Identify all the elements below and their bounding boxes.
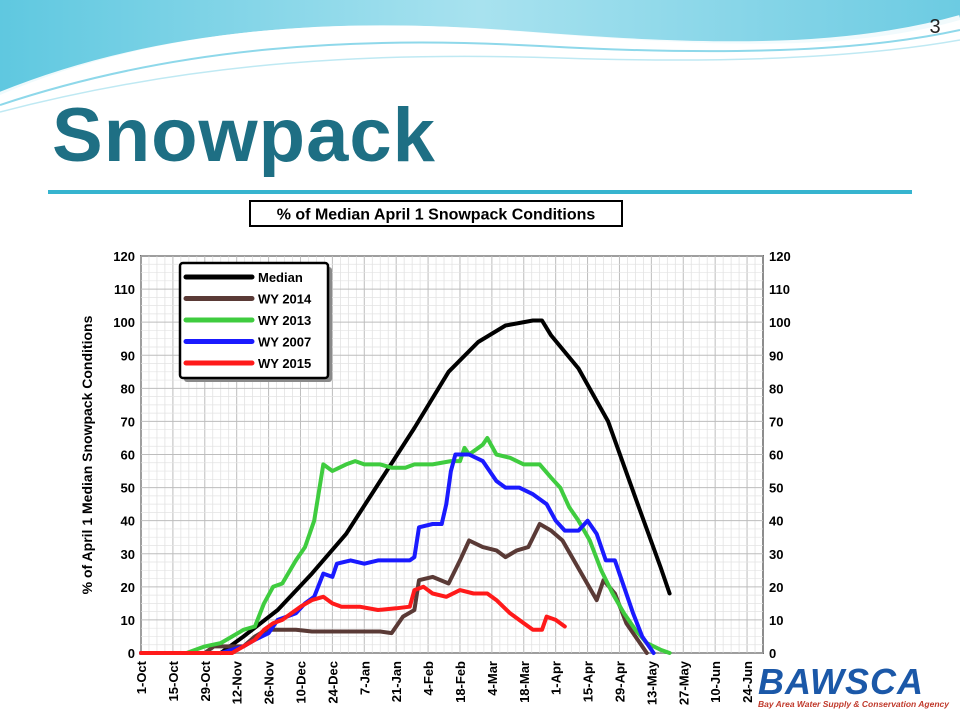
y-tick-label-right: 40 [769,514,783,529]
y-tick-label-right: 30 [769,547,783,562]
x-tick-label: 15-Oct [166,660,181,701]
x-tick-label: 21-Jan [389,661,404,702]
legend-label: WY 2015 [258,356,311,371]
series-line-wy-2013 [139,436,672,655]
x-tick-label: 1-Oct [134,660,149,694]
x-tick-label: 27-May [676,660,691,705]
series-line-median [218,318,672,655]
y-tick-label-right: 10 [769,613,783,628]
y-tick-label-left: 50 [121,481,135,496]
y-tick-label-left: 10 [121,613,135,628]
y-tick-label-left: 60 [121,448,135,463]
x-tick-label: 29-Apr [612,661,627,702]
legend-label: WY 2014 [258,292,312,307]
y-tick-label-right: 20 [769,580,783,595]
logo-wordmark: BAWSCA [758,661,924,702]
y-tick-label-right: 100 [769,315,791,330]
series-line-wy-2014 [139,522,649,655]
y-tick-label-left: 30 [121,547,135,562]
x-tick-label: 29-Oct [198,660,213,701]
y-tick-label-left: 120 [113,249,135,264]
y-tick-label-left: 0 [128,646,135,661]
slide-title: Snowpack [52,93,436,178]
y-tick-label-left: 110 [114,282,135,297]
y-tick-label-left: 40 [121,514,135,529]
legend: Median WY 2014 WY 2013 WY 2007 WY 2015 [178,261,332,382]
y-tick-label-left: 100 [113,315,135,330]
x-tick-label: 18-Mar [517,661,532,703]
logo-tagline: Bay Area Water Supply & Conservation Age… [758,699,949,709]
x-tick-label: 24-Dec [325,661,340,704]
y-tick-label-right: 60 [769,448,783,463]
x-tick-label: 12-Nov [230,660,245,704]
legend-label: WY 2007 [258,335,311,350]
y-tick-label-right: 70 [769,414,783,429]
series-lines [139,318,672,655]
x-tick-label: 10-Dec [293,661,308,704]
x-tick-label: 10-Jun [708,661,723,703]
slide-number: 3 [929,16,941,38]
y-tick-label-right: 120 [769,249,791,264]
y-tick-label-right: 50 [769,481,783,496]
legend-label: WY 2013 [258,313,311,328]
y-tick-label-right: 110 [769,282,790,297]
y-tick-label-left: 70 [121,414,135,429]
legend-label: Median [258,270,303,285]
title-divider [48,190,912,194]
y-tick-label-left: 20 [121,580,135,595]
series-line-wy-2015 [139,584,567,655]
x-tick-label: 24-Jun [740,661,755,703]
chart-title: % of Median April 1 Snowpack Conditions [277,207,596,224]
chart-title-box: % of Median April 1 Snowpack Conditions [249,200,623,227]
x-tick-label: 4-Feb [421,661,436,696]
y-tick-label-right: 90 [769,348,783,363]
x-tick-label: 18-Feb [453,661,468,703]
y-tick-label-right: 80 [769,381,783,396]
y-tick-label-left: 90 [121,348,135,363]
x-tick-label: 1-Apr [549,661,564,695]
x-tick-label: 7-Jan [357,661,372,695]
x-tick-label: 13-May [644,660,659,705]
x-tick-label: 4-Mar [485,661,500,696]
y-axis-label: % of April 1 Median Snowpack Conditions [79,315,95,594]
header-swoosh [0,0,960,113]
y-tick-label-left: 80 [121,381,135,396]
y-tick-label-right: 0 [769,646,776,661]
x-tick-label: 26-Nov [262,660,277,704]
x-tick-label: 15-Apr [581,661,596,702]
axes: 0 0 10 10 20 20 30 30 40 40 50 50 60 60 70 70 80 80 90 90 10… [113,249,790,705]
grid [140,255,764,654]
